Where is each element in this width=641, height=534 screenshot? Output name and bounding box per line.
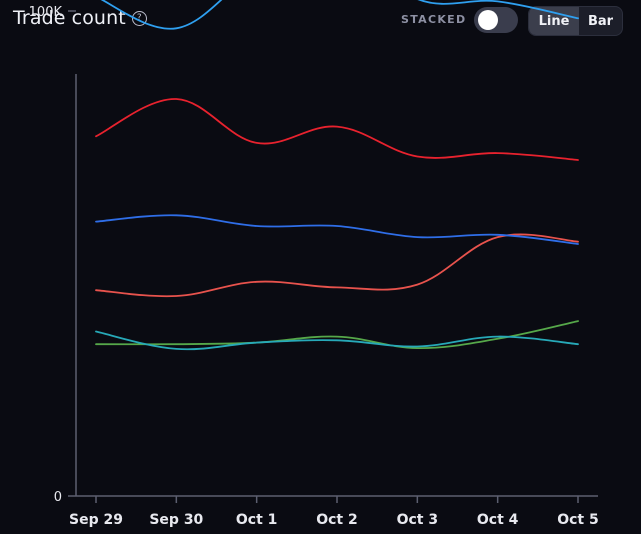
x-tick-label: Sep 30 (149, 512, 203, 528)
x-tick-label: Oct 4 (477, 512, 519, 528)
chart-title: Trade count ? (13, 7, 147, 29)
y-tick-label: 0 (54, 490, 62, 505)
chart-title-text: Trade count (13, 7, 126, 29)
series-line[interactable] (96, 0, 579, 30)
y-axis: 0100K200K300K400K500K (29, 5, 77, 505)
y-tick-label: 100K (29, 5, 63, 20)
x-tick-label: Oct 1 (236, 512, 278, 528)
series-line[interactable] (95, 330, 579, 351)
x-tick-label: Oct 5 (557, 512, 599, 528)
series-line[interactable] (95, 320, 579, 350)
stacked-label: STACKED (401, 13, 467, 26)
x-axis: Sep 29 Sep 30 Oct 1 Oct 2 Oct 3 Oct 4 Oct 5 (69, 495, 599, 528)
series-line[interactable] (95, 233, 579, 298)
x-tick-label: Sep 29 (69, 512, 123, 528)
series-lines (95, 0, 579, 351)
x-tick-label: Oct 2 (316, 512, 358, 528)
series-line[interactable] (95, 98, 579, 161)
line-mode-button[interactable]: Line (529, 7, 579, 35)
stacked-toggle[interactable] (474, 7, 518, 33)
series-line[interactable] (95, 214, 579, 245)
toggle-knob (478, 10, 498, 30)
bar-mode-button[interactable]: Bar (579, 7, 622, 35)
x-tick-label: Oct 3 (397, 512, 439, 528)
